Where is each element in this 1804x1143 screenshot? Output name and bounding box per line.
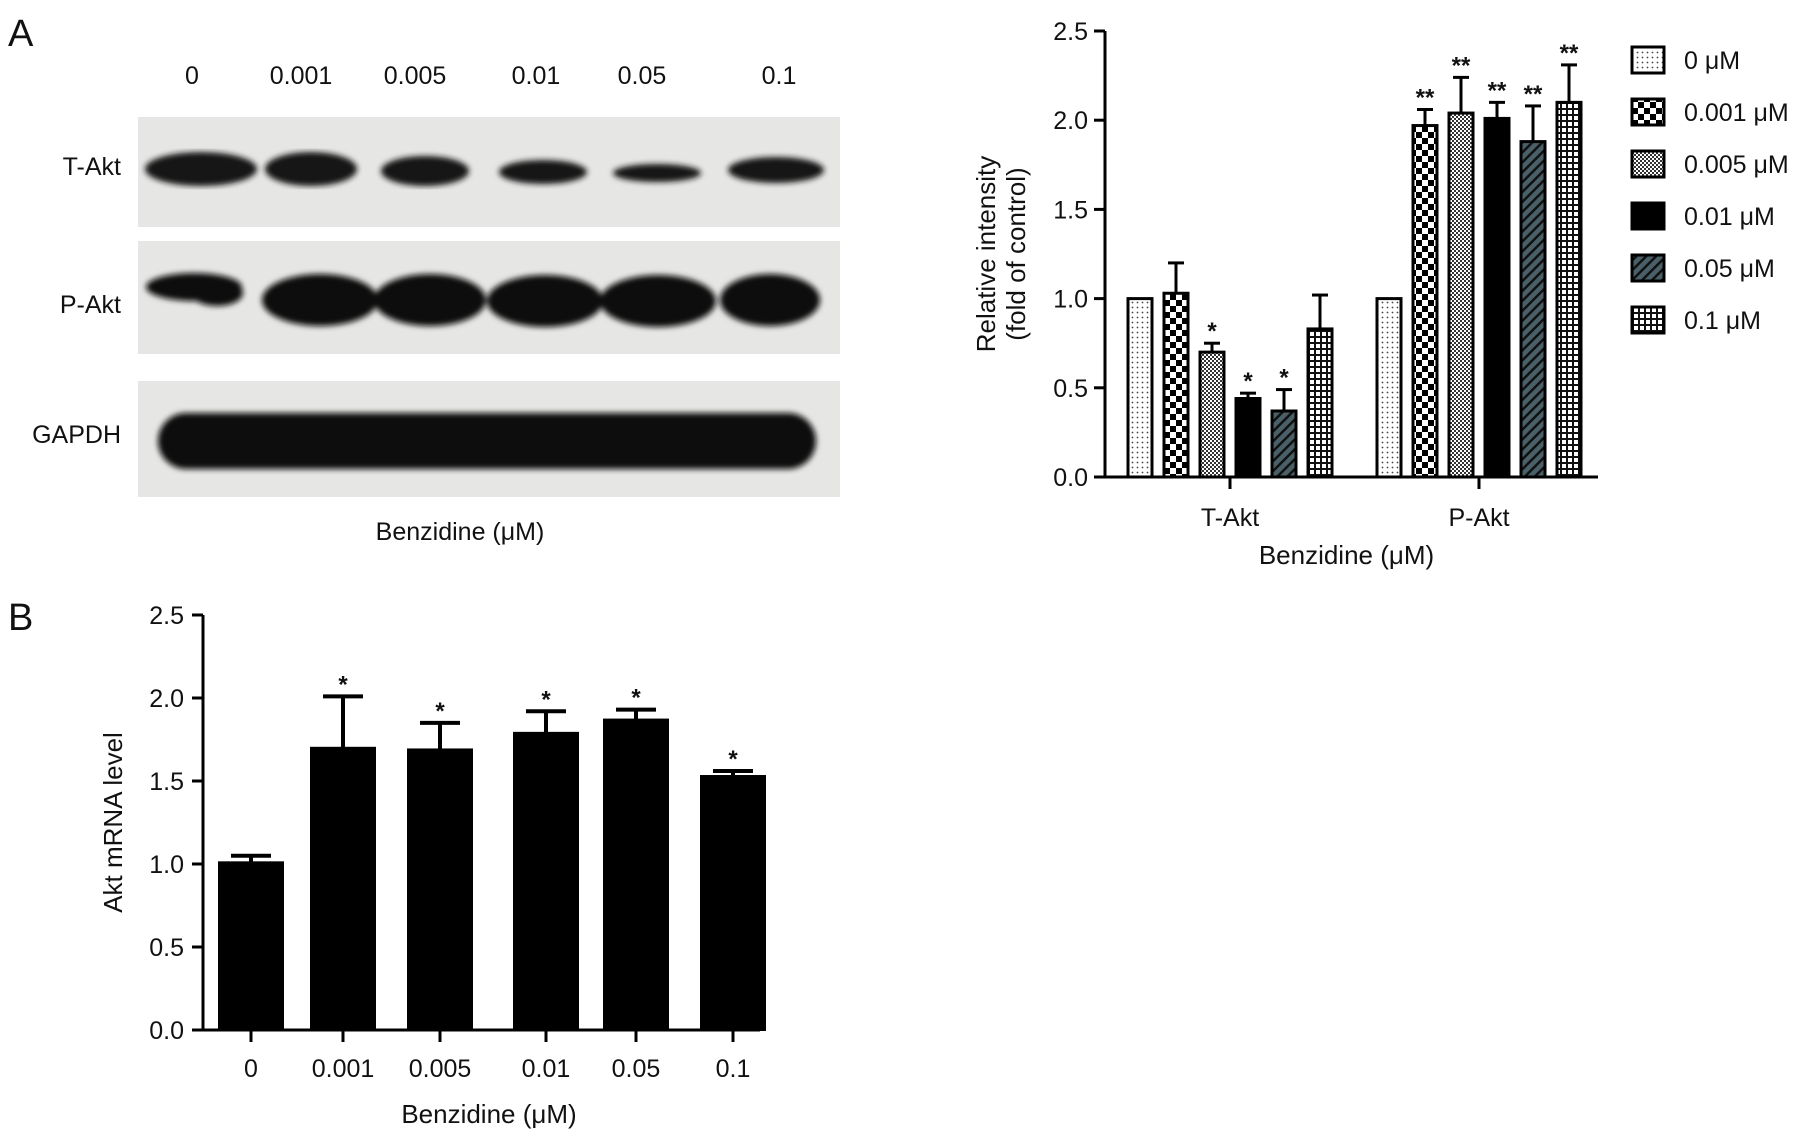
bar xyxy=(1162,291,1190,479)
bar xyxy=(407,748,473,1032)
bar xyxy=(603,718,669,1032)
x-axis-title: Benzidine (μM) xyxy=(1259,540,1434,570)
significance-marker: * xyxy=(728,746,738,773)
blot-dose-labels: 0 0.001 0.005 0.01 0.05 0.1 xyxy=(185,62,796,90)
legend-swatch xyxy=(1630,305,1666,335)
blot-row-label-takt: T-Akt xyxy=(63,153,121,181)
bar xyxy=(1483,116,1511,479)
bar xyxy=(1447,111,1475,479)
bar xyxy=(218,861,284,1032)
bar xyxy=(1270,409,1298,479)
y-tick-label: 1.0 xyxy=(149,851,184,879)
blot-dose-label: 0.05 xyxy=(618,62,667,90)
x-tick-label: 0.001 xyxy=(312,1055,375,1083)
legend-swatch xyxy=(1630,149,1666,179)
blot-row-label-gapdh: GAPDH xyxy=(32,421,121,449)
significance-marker: ** xyxy=(1488,77,1507,104)
x-tick-label: 0.005 xyxy=(409,1055,472,1083)
x-tick-label: 0.1 xyxy=(716,1055,751,1083)
bar xyxy=(513,731,579,1031)
blot-dose-label: 0.001 xyxy=(270,62,333,90)
legend-swatch xyxy=(1630,201,1666,231)
bar xyxy=(1411,124,1439,479)
y-tick-label: 0.0 xyxy=(1053,464,1088,492)
y-tick-label: 1.5 xyxy=(149,768,184,796)
x-tick-label: T-Akt xyxy=(1201,504,1259,532)
blot-row-label-pakt: P-Akt xyxy=(60,291,121,319)
y-tick-label: 2.0 xyxy=(149,685,184,713)
western-blot: 0 0.001 0.005 0.01 0.05 0.1 T-Akt P-Akt … xyxy=(32,62,840,546)
legend-label: 0 μM xyxy=(1684,47,1740,75)
blot-dose-label: 0.01 xyxy=(512,62,561,90)
x-tick-label: 0.01 xyxy=(522,1055,571,1083)
x-tick-label: P-Akt xyxy=(1448,504,1509,532)
chart-a: 0.00.51.01.52.02.5T-Akt** *P-Akt****** ***… xyxy=(971,18,1789,570)
significance-marker: * xyxy=(1243,368,1253,395)
y-tick-label: 2.0 xyxy=(1053,107,1088,135)
significance-marker: ** xyxy=(1560,40,1579,67)
legend-swatch xyxy=(1630,45,1666,75)
legend-label: 0.001 μM xyxy=(1684,99,1789,127)
significance-marker: * xyxy=(1279,365,1289,392)
y-axis-title-line1: Relative intensity xyxy=(971,156,1001,353)
significance-marker: ** xyxy=(1524,81,1543,108)
blot-dose-label: 0 xyxy=(185,62,199,90)
bar xyxy=(1555,100,1583,479)
bar xyxy=(700,775,766,1032)
chart-b: 0.0 0.5 1.0 1.5 2.0 2.5 0 * 0.001 * 0.005 * 0.01 * 0.0… xyxy=(98,602,766,1129)
blot-dose-label: 0.1 xyxy=(762,62,797,90)
bar xyxy=(310,746,376,1031)
legend-swatch xyxy=(1630,97,1666,127)
significance-marker: * xyxy=(338,671,348,698)
significance-marker: * xyxy=(435,698,445,725)
bar xyxy=(1519,140,1547,479)
significance-marker: ** xyxy=(1452,52,1471,79)
panel-a-letter: A xyxy=(8,13,34,55)
blot-bands-takt xyxy=(145,152,824,186)
panel-b-letter: B xyxy=(8,597,33,639)
legend-label: 0.05 μM xyxy=(1684,255,1775,283)
bar xyxy=(1234,397,1262,479)
significance-marker: ** xyxy=(1416,84,1435,111)
blot-x-axis-label: Benzidine (μM) xyxy=(376,518,545,546)
significance-marker: * xyxy=(541,686,551,713)
legend-label: 0.01 μM xyxy=(1684,203,1775,231)
bar xyxy=(1198,350,1226,479)
blot-bands-gapdh xyxy=(158,413,816,469)
y-tick-label: 1.5 xyxy=(1053,196,1088,224)
x-axis-title: Benzidine (μM) xyxy=(401,1099,576,1129)
x-tick-label: 0 xyxy=(244,1055,258,1083)
bar xyxy=(1126,297,1154,479)
legend-swatch xyxy=(1630,253,1666,283)
blot-dose-label: 0.005 xyxy=(384,62,447,90)
y-tick-label: 1.0 xyxy=(1053,286,1088,314)
y-axis-title-line2: (fold of control) xyxy=(1001,167,1031,340)
y-tick-label: 0.5 xyxy=(149,934,184,962)
legend-label: 0.1 μM xyxy=(1684,307,1761,335)
bar xyxy=(1375,297,1403,479)
y-axis-title: Akt mRNA level xyxy=(98,732,128,913)
bar xyxy=(1306,327,1334,479)
y-tick-label: 2.5 xyxy=(149,602,184,630)
y-tick-label: 2.5 xyxy=(1053,18,1088,46)
y-tick-label: 0.5 xyxy=(1053,375,1088,403)
x-tick-label: 0.05 xyxy=(612,1055,661,1083)
legend-label: 0.005 μM xyxy=(1684,151,1789,179)
significance-marker: * xyxy=(631,685,641,712)
blot-bands-pakt xyxy=(146,273,820,327)
significance-marker: * xyxy=(1207,318,1217,345)
y-tick-label: 0.0 xyxy=(149,1017,184,1045)
y-axis-title: Relative intensity(fold of control) xyxy=(971,156,1031,353)
